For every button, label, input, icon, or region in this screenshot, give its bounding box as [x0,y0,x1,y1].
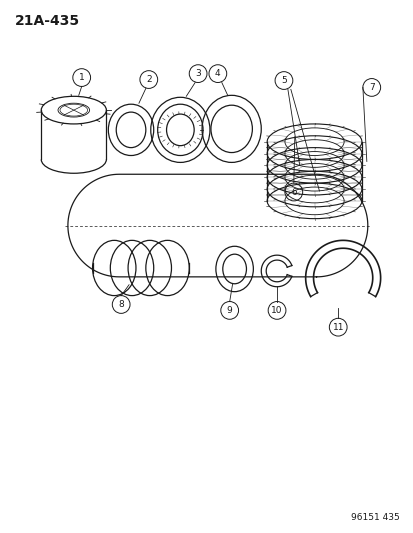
Text: 8: 8 [118,300,124,309]
Text: 2: 2 [146,75,151,84]
Text: 4: 4 [214,69,220,78]
Text: 6: 6 [290,188,296,197]
Text: 96151 435: 96151 435 [350,513,399,521]
Text: 11: 11 [332,322,343,332]
Text: 10: 10 [271,306,282,315]
Text: 9: 9 [226,306,232,315]
Text: 7: 7 [368,83,374,92]
Text: 1: 1 [78,73,84,82]
Text: 5: 5 [280,76,286,85]
Text: 3: 3 [195,69,200,78]
Text: 21A-435: 21A-435 [14,14,80,28]
